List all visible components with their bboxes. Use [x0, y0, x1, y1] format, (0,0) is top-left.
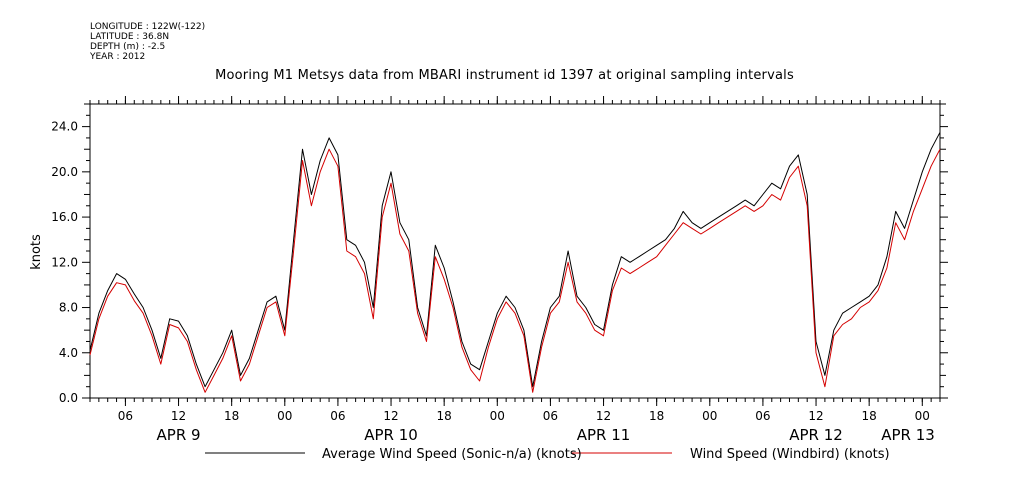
metadata-block: LONGITUDE : 122W(-122) LATITUDE : 36.8N …: [90, 22, 205, 62]
x-tick-label: 18: [862, 409, 877, 423]
latitude-label: LATITUDE : 36.8N: [90, 32, 170, 42]
y-tick-label: 8.0: [59, 301, 78, 315]
x-day-label: APR 9: [157, 426, 201, 444]
series-layer: [89, 132, 941, 393]
x-day-label: APR 13: [881, 426, 935, 444]
x-tick-label: 12: [808, 409, 823, 423]
x-day-label: APR 11: [577, 426, 631, 444]
x-tick-label: 18: [224, 409, 239, 423]
y-tick-label: 0.0: [59, 391, 78, 405]
plot-frame: [89, 103, 941, 399]
x-day-label: APR 10: [364, 426, 418, 444]
x-tick-label: 18: [649, 409, 664, 423]
legend-label-average-wind: Average Wind Speed (Sonic-n/a) (knots): [322, 447, 582, 462]
series-line-average-wind: [89, 132, 941, 388]
depth-label: DEPTH (m) : -2.5: [90, 42, 166, 52]
longitude-label: LONGITUDE : 122W(-122): [90, 22, 206, 32]
year-label: YEAR : 2012: [90, 52, 146, 62]
y-tick-label: 16.0: [51, 210, 78, 224]
y-tick-label: 4.0: [59, 346, 78, 360]
x-tick-label: 12: [171, 409, 186, 423]
series-line-windbird: [89, 148, 941, 393]
y-axis-label: knots: [29, 234, 44, 270]
chart-title: Mooring M1 Metsys data from MBARI instru…: [215, 68, 794, 83]
x-tick-label: 12: [383, 409, 398, 423]
y-tick-label: 24.0: [51, 120, 78, 134]
x-tick-label: 00: [915, 409, 930, 423]
x-tick-label: 00: [702, 409, 717, 423]
x-day-label: APR 12: [789, 426, 843, 444]
x-tick-label: 06: [330, 409, 345, 423]
x-tick-label: 06: [543, 409, 558, 423]
x-tick-label: 00: [490, 409, 505, 423]
x-tick-label: 18: [437, 409, 452, 423]
x-tick-label: 12: [596, 409, 611, 423]
x-tick-label: 00: [277, 409, 292, 423]
axes-layer: 06 12 18 00 06 12 18 00 06 12 18 00 06 12 18 00 APR 9 APR…: [51, 96, 948, 444]
legend-label-windbird: Wind Speed (Windbird) (knots): [690, 447, 890, 462]
y-tick-label: 12.0: [51, 255, 78, 269]
y-tick-label: 20.0: [51, 165, 78, 179]
x-tick-label: 06: [118, 409, 133, 423]
x-tick-label: 06: [755, 409, 770, 423]
